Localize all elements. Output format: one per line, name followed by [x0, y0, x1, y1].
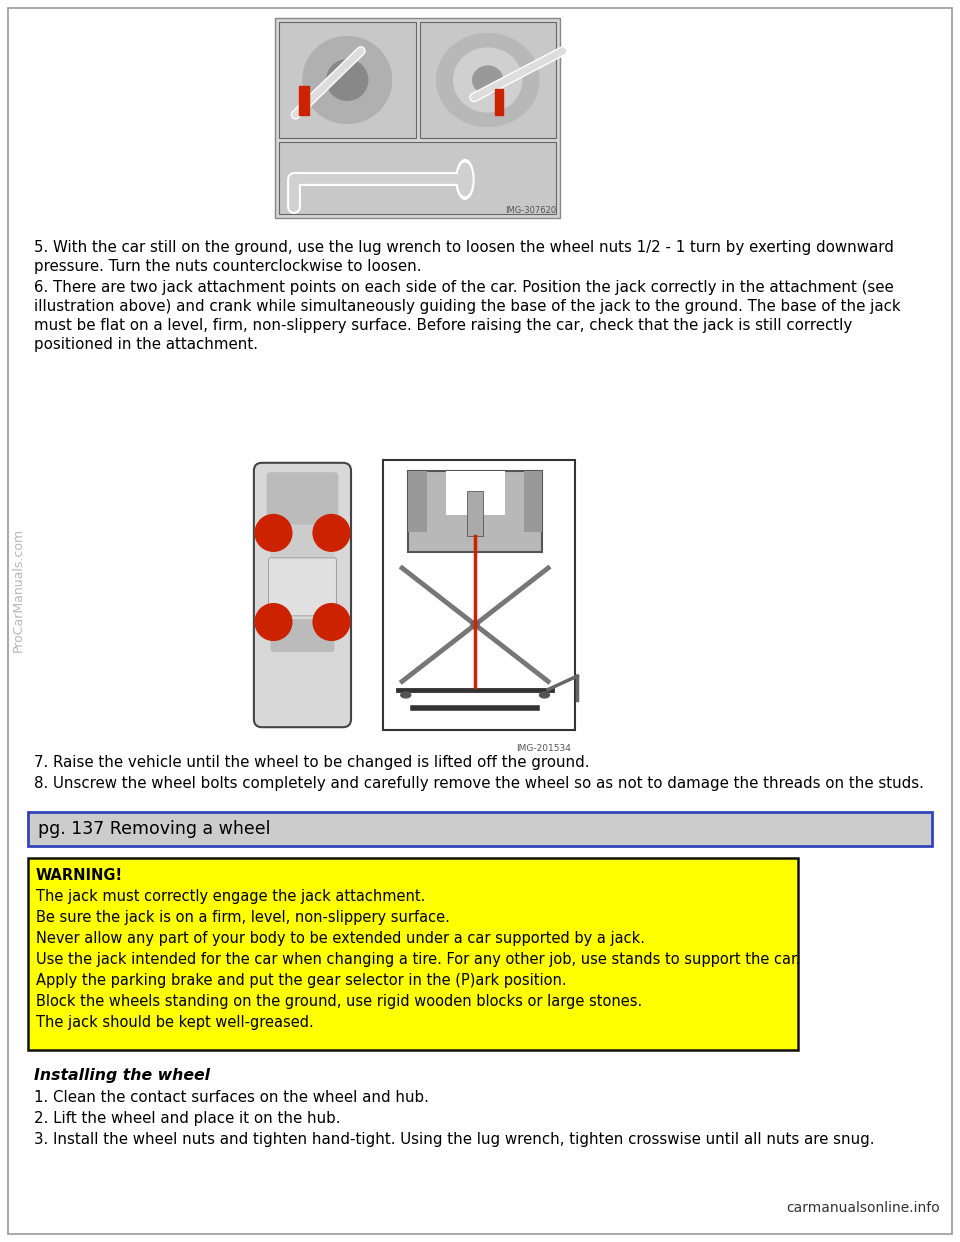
FancyBboxPatch shape — [28, 812, 932, 846]
Ellipse shape — [454, 48, 522, 112]
Text: 8. Unscrew the wheel bolts completely and carefully remove the wheel so as not t: 8. Unscrew the wheel bolts completely an… — [34, 776, 924, 791]
Text: carmanualsonline.info: carmanualsonline.info — [786, 1201, 940, 1215]
FancyBboxPatch shape — [279, 22, 416, 138]
Text: ProCarManuals.com: ProCarManuals.com — [12, 528, 25, 652]
Circle shape — [255, 604, 292, 641]
Circle shape — [255, 514, 292, 551]
Circle shape — [471, 621, 479, 628]
Text: IMG-307620: IMG-307620 — [505, 206, 556, 215]
Text: must be flat on a level, firm, non-slippery surface. Before raising the car, che: must be flat on a level, firm, non-slipp… — [34, 318, 852, 333]
Text: 7. Raise the vehicle until the wheel to be changed is lifted off the ground.: 7. Raise the vehicle until the wheel to … — [34, 755, 589, 770]
Circle shape — [313, 604, 349, 641]
Text: Installing the wheel: Installing the wheel — [34, 1068, 210, 1083]
FancyBboxPatch shape — [271, 619, 334, 652]
Circle shape — [313, 514, 349, 551]
Text: 5. With the car still on the ground, use the lug wrench to loosen the wheel nuts: 5. With the car still on the ground, use… — [34, 240, 894, 255]
Text: illustration above) and crank while simultaneously guiding the base of the jack : illustration above) and crank while simu… — [34, 299, 900, 314]
Text: 1. Clean the contact surfaces on the wheel and hub.: 1. Clean the contact surfaces on the whe… — [34, 1090, 429, 1105]
FancyBboxPatch shape — [267, 472, 338, 534]
FancyBboxPatch shape — [383, 460, 575, 730]
Text: 3. Install the wheel nuts and tighten hand-tight. Using the lug wrench, tighten : 3. Install the wheel nuts and tighten ha… — [34, 1131, 875, 1148]
FancyBboxPatch shape — [275, 17, 560, 219]
Text: Be sure the jack is on a firm, level, non-slippery surface.: Be sure the jack is on a firm, level, no… — [36, 910, 450, 925]
Ellipse shape — [456, 160, 474, 199]
Text: 6. There are two jack attachment points on each side of the car. Position the ja: 6. There are two jack attachment points … — [34, 279, 894, 296]
FancyBboxPatch shape — [408, 471, 426, 532]
FancyBboxPatch shape — [420, 22, 556, 138]
Text: positioned in the attachment.: positioned in the attachment. — [34, 337, 258, 351]
Ellipse shape — [472, 66, 503, 94]
FancyBboxPatch shape — [408, 471, 542, 551]
Text: The jack should be kept well-greased.: The jack should be kept well-greased. — [36, 1015, 314, 1030]
Ellipse shape — [458, 163, 472, 196]
Ellipse shape — [540, 692, 549, 698]
Ellipse shape — [326, 60, 368, 101]
Text: WARNING!: WARNING! — [36, 868, 123, 883]
FancyBboxPatch shape — [271, 524, 334, 563]
FancyBboxPatch shape — [279, 142, 556, 214]
FancyBboxPatch shape — [8, 7, 952, 1235]
FancyBboxPatch shape — [300, 86, 309, 114]
Text: 2. Lift the wheel and place it on the hub.: 2. Lift the wheel and place it on the hu… — [34, 1112, 341, 1126]
Text: IMG-201534: IMG-201534 — [516, 744, 571, 753]
Text: Apply the parking brake and put the gear selector in the (P)ark position.: Apply the parking brake and put the gear… — [36, 972, 566, 987]
Ellipse shape — [400, 692, 411, 698]
Text: Block the wheels standing on the ground, use rigid wooden blocks or large stones: Block the wheels standing on the ground,… — [36, 994, 642, 1009]
Text: Never allow any part of your body to be extended under a car supported by a jack: Never allow any part of your body to be … — [36, 932, 645, 946]
FancyBboxPatch shape — [253, 463, 351, 728]
FancyBboxPatch shape — [467, 491, 483, 535]
Text: pg. 137 Removing a wheel: pg. 137 Removing a wheel — [38, 820, 271, 838]
FancyBboxPatch shape — [523, 471, 542, 532]
FancyBboxPatch shape — [28, 858, 798, 1049]
FancyBboxPatch shape — [494, 89, 503, 114]
Text: pressure. Turn the nuts counterclockwise to loosen.: pressure. Turn the nuts counterclockwise… — [34, 260, 421, 274]
Text: Use the jack intended for the car when changing a tire. For any other job, use s: Use the jack intended for the car when c… — [36, 953, 801, 968]
Ellipse shape — [437, 34, 539, 127]
FancyBboxPatch shape — [269, 558, 336, 616]
Ellipse shape — [303, 36, 392, 123]
FancyBboxPatch shape — [445, 471, 505, 515]
Text: The jack must correctly engage the jack attachment.: The jack must correctly engage the jack … — [36, 889, 425, 904]
